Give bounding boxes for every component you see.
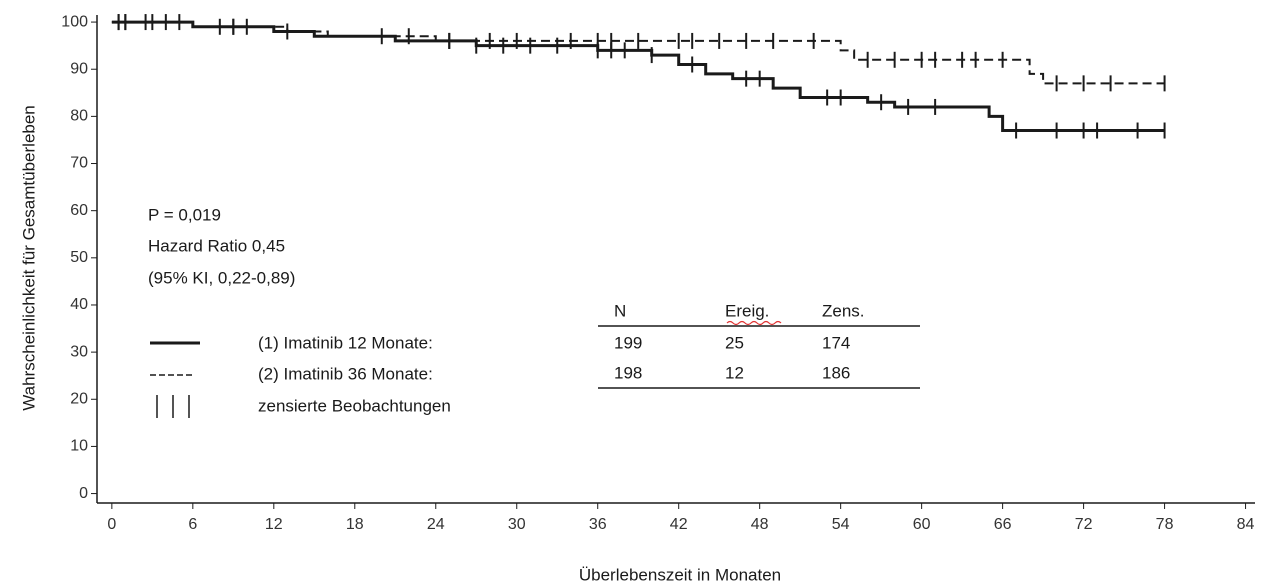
y-tick-label: 60 bbox=[70, 202, 88, 219]
legend-label: (1) Imatinib 12 Monate: bbox=[258, 333, 433, 352]
annotation: (95% KI, 0,22-0,89) bbox=[148, 268, 295, 287]
y-tick-label: 90 bbox=[70, 60, 88, 77]
table-cell: 174 bbox=[822, 333, 850, 352]
x-tick-label: 36 bbox=[589, 516, 607, 533]
table-cell: 199 bbox=[614, 333, 642, 352]
x-tick-label: 48 bbox=[751, 516, 769, 533]
y-tick-label: 50 bbox=[70, 249, 88, 266]
table-cell: 186 bbox=[822, 363, 850, 382]
x-tick-label: 30 bbox=[508, 516, 526, 533]
x-tick-label: 24 bbox=[427, 516, 445, 533]
y-tick-label: 80 bbox=[70, 108, 88, 125]
x-tick-label: 54 bbox=[832, 516, 850, 533]
annotation: P = 0,019 bbox=[148, 205, 221, 224]
x-tick-label: 6 bbox=[188, 516, 197, 533]
y-tick-label: 70 bbox=[70, 155, 88, 172]
x-axis-label: Überlebenszeit in Monaten bbox=[579, 565, 781, 584]
x-tick-label: 72 bbox=[1075, 516, 1093, 533]
x-tick-label: 84 bbox=[1237, 516, 1255, 533]
x-tick-label: 0 bbox=[107, 516, 116, 533]
spellcheck-underline bbox=[726, 320, 782, 326]
y-tick-label: 30 bbox=[70, 343, 88, 360]
y-tick-label: 100 bbox=[61, 13, 88, 30]
table-cell: 12 bbox=[725, 363, 744, 382]
legend-label: zensierte Beobachtungen bbox=[258, 396, 451, 415]
table-cell: 25 bbox=[725, 333, 744, 352]
x-tick-label: 66 bbox=[994, 516, 1012, 533]
annotation: Hazard Ratio 0,45 bbox=[148, 236, 285, 255]
legend-label: (2) Imatinib 36 Monate: bbox=[258, 364, 433, 383]
y-tick-label: 0 bbox=[79, 485, 88, 502]
table-header: Ereig. bbox=[725, 301, 769, 320]
y-tick-label: 20 bbox=[70, 390, 88, 407]
x-tick-label: 78 bbox=[1156, 516, 1174, 533]
table-header: N bbox=[614, 301, 626, 320]
x-tick-label: 12 bbox=[265, 516, 283, 533]
table-header: Zens. bbox=[822, 301, 865, 320]
legend-censor bbox=[156, 395, 190, 418]
y-tick-label: 10 bbox=[70, 438, 88, 455]
survival-curve bbox=[111, 21, 1165, 85]
table-cell: 198 bbox=[614, 363, 642, 382]
y-axis-label: Wahrscheinlichkeit für Gesamtüberleben bbox=[19, 105, 38, 411]
x-tick-label: 42 bbox=[670, 516, 688, 533]
x-tick-label: 60 bbox=[913, 516, 931, 533]
x-tick-label: 18 bbox=[346, 516, 364, 533]
y-tick-label: 40 bbox=[70, 296, 88, 313]
